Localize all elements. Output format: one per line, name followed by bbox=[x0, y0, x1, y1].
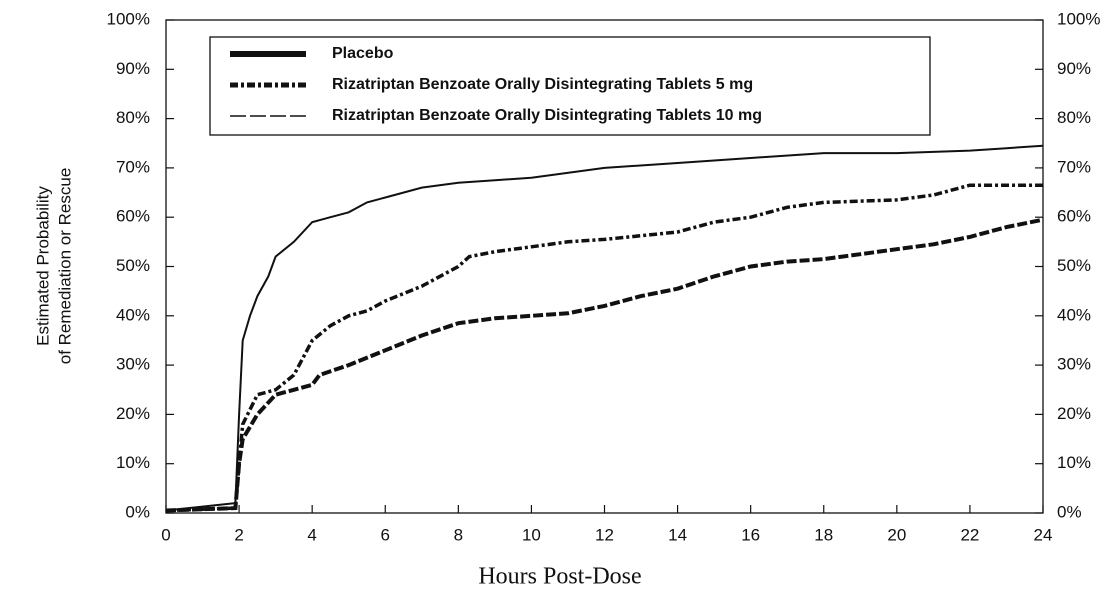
x-tick-label: 12 bbox=[595, 525, 614, 544]
y-tick-label: 100% bbox=[107, 9, 150, 28]
y-axis-title: of Remediation or Rescue bbox=[55, 168, 74, 365]
y2-tick-label: 40% bbox=[1057, 305, 1091, 324]
y-tick-label: 70% bbox=[116, 157, 150, 176]
y2-tick-label: 60% bbox=[1057, 207, 1091, 226]
series-line bbox=[165, 144, 1044, 512]
legend-label: Rizatriptan Benzoate Orally Disintegrati… bbox=[332, 107, 762, 124]
x-tick-label: 4 bbox=[307, 525, 316, 544]
y-tick-label: 80% bbox=[116, 108, 150, 127]
y2-tick-label: 30% bbox=[1057, 355, 1091, 374]
y-tick-label: 90% bbox=[116, 59, 150, 78]
y2-tick-label: 70% bbox=[1057, 157, 1091, 176]
x-tick-label: 10 bbox=[522, 525, 541, 544]
legend-label: Rizatriptan Benzoate Orally Disintegrati… bbox=[332, 76, 753, 93]
series-line bbox=[165, 217, 1044, 513]
x-axis-title: Hours Post-Dose bbox=[478, 564, 641, 590]
x-tick-label: 18 bbox=[814, 525, 833, 544]
y2-tick-label: 0% bbox=[1057, 502, 1082, 521]
y-axis-title: Estimated Probability bbox=[33, 186, 52, 346]
y-tick-label: 10% bbox=[116, 453, 150, 472]
y2-tick-label: 90% bbox=[1057, 59, 1091, 78]
y-tick-label: 20% bbox=[116, 404, 150, 423]
y2-tick-label: 10% bbox=[1057, 453, 1091, 472]
legend-label: Placebo bbox=[332, 45, 394, 62]
x-tick-label: 16 bbox=[741, 525, 760, 544]
y-tick-label: 60% bbox=[116, 207, 150, 226]
x-tick-label: 2 bbox=[234, 525, 243, 544]
x-tick-label: 0 bbox=[161, 525, 170, 544]
x-tick-label: 14 bbox=[668, 525, 687, 544]
series-line bbox=[165, 183, 1043, 513]
x-tick-label: 22 bbox=[960, 525, 979, 544]
x-tick-label: 6 bbox=[381, 525, 390, 544]
x-tick-label: 24 bbox=[1034, 525, 1053, 544]
y2-tick-label: 50% bbox=[1057, 256, 1091, 275]
x-tick-label: 20 bbox=[887, 525, 906, 544]
y-tick-label: 50% bbox=[116, 256, 150, 275]
y-tick-label: 30% bbox=[116, 355, 150, 374]
y-tick-label: 40% bbox=[116, 305, 150, 324]
x-tick-label: 8 bbox=[454, 525, 463, 544]
y2-tick-label: 80% bbox=[1057, 108, 1091, 127]
legend-box bbox=[209, 36, 931, 136]
y-tick-label: 0% bbox=[125, 502, 150, 521]
y2-tick-label: 100% bbox=[1057, 9, 1100, 28]
y2-tick-label: 20% bbox=[1057, 404, 1091, 423]
